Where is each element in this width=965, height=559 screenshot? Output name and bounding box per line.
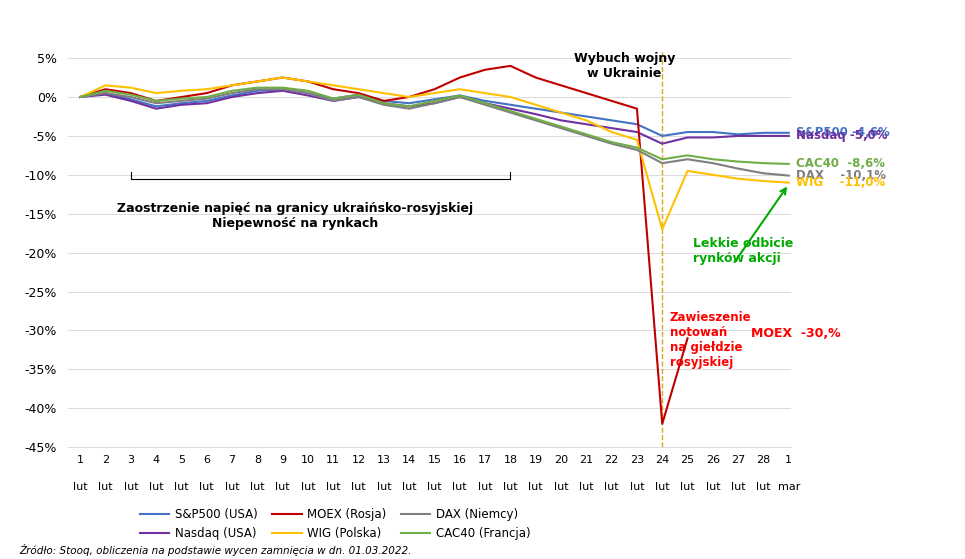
Text: Źródło: Stooq, obliczenia na podstawie wycen zamnięcia w dn. 01.03.2022.: Źródło: Stooq, obliczenia na podstawie w… <box>19 544 412 556</box>
Text: lut: lut <box>351 482 366 492</box>
Text: lut: lut <box>301 482 316 492</box>
Text: lut: lut <box>655 482 670 492</box>
Text: lut: lut <box>401 482 417 492</box>
Text: Zawieszenie
notowań
na giełdzie
rosyjskiej: Zawieszenie notowań na giełdzie rosyjski… <box>670 311 752 369</box>
Text: lut: lut <box>705 482 720 492</box>
Text: CAC40  -8,6%: CAC40 -8,6% <box>796 158 885 170</box>
Text: lut: lut <box>478 482 492 492</box>
Text: lut: lut <box>73 482 88 492</box>
Text: lut: lut <box>376 482 391 492</box>
Text: lut: lut <box>554 482 568 492</box>
Text: lut: lut <box>503 482 517 492</box>
Text: Nasdaq -5,0%: Nasdaq -5,0% <box>796 130 888 143</box>
Text: lut: lut <box>275 482 290 492</box>
Text: lut: lut <box>124 482 138 492</box>
Text: lut: lut <box>604 482 619 492</box>
Text: lut: lut <box>98 482 113 492</box>
Text: lut: lut <box>453 482 467 492</box>
Text: lut: lut <box>529 482 543 492</box>
Text: lut: lut <box>174 482 189 492</box>
Text: lut: lut <box>731 482 746 492</box>
Text: MOEX  -30,%: MOEX -30,% <box>751 326 841 339</box>
Text: mar: mar <box>778 482 800 492</box>
Text: Wybuch wojny
w Ukrainie: Wybuch wojny w Ukrainie <box>573 52 675 80</box>
Text: lut: lut <box>757 482 771 492</box>
Text: lut: lut <box>225 482 239 492</box>
Text: lut: lut <box>149 482 163 492</box>
Legend: S&P500 (USA), Nasdaq (USA), MOEX (Rosja), WIG (Polska), DAX (Niemcy), CAC40 (Fra: S&P500 (USA), Nasdaq (USA), MOEX (Rosja)… <box>135 503 536 544</box>
Text: lut: lut <box>427 482 442 492</box>
Text: Lekkie odbicie
rynków akcji: Lekkie odbicie rynków akcji <box>693 237 793 265</box>
Text: lut: lut <box>680 482 695 492</box>
Text: lut: lut <box>200 482 214 492</box>
Text: lut: lut <box>629 482 645 492</box>
Text: lut: lut <box>326 482 341 492</box>
Text: lut: lut <box>579 482 593 492</box>
Text: lut: lut <box>250 482 264 492</box>
Text: Zaostrzenie napięć na granicy ukraińsko-rosyjskiej
Niepewność na rynkach: Zaostrzenie napięć na granicy ukraińsko-… <box>117 202 474 230</box>
Text: S&P500 -4,6%: S&P500 -4,6% <box>796 126 890 139</box>
Text: WIG    -11,0%: WIG -11,0% <box>796 176 886 189</box>
Text: DAX    -10,1%: DAX -10,1% <box>796 169 887 182</box>
